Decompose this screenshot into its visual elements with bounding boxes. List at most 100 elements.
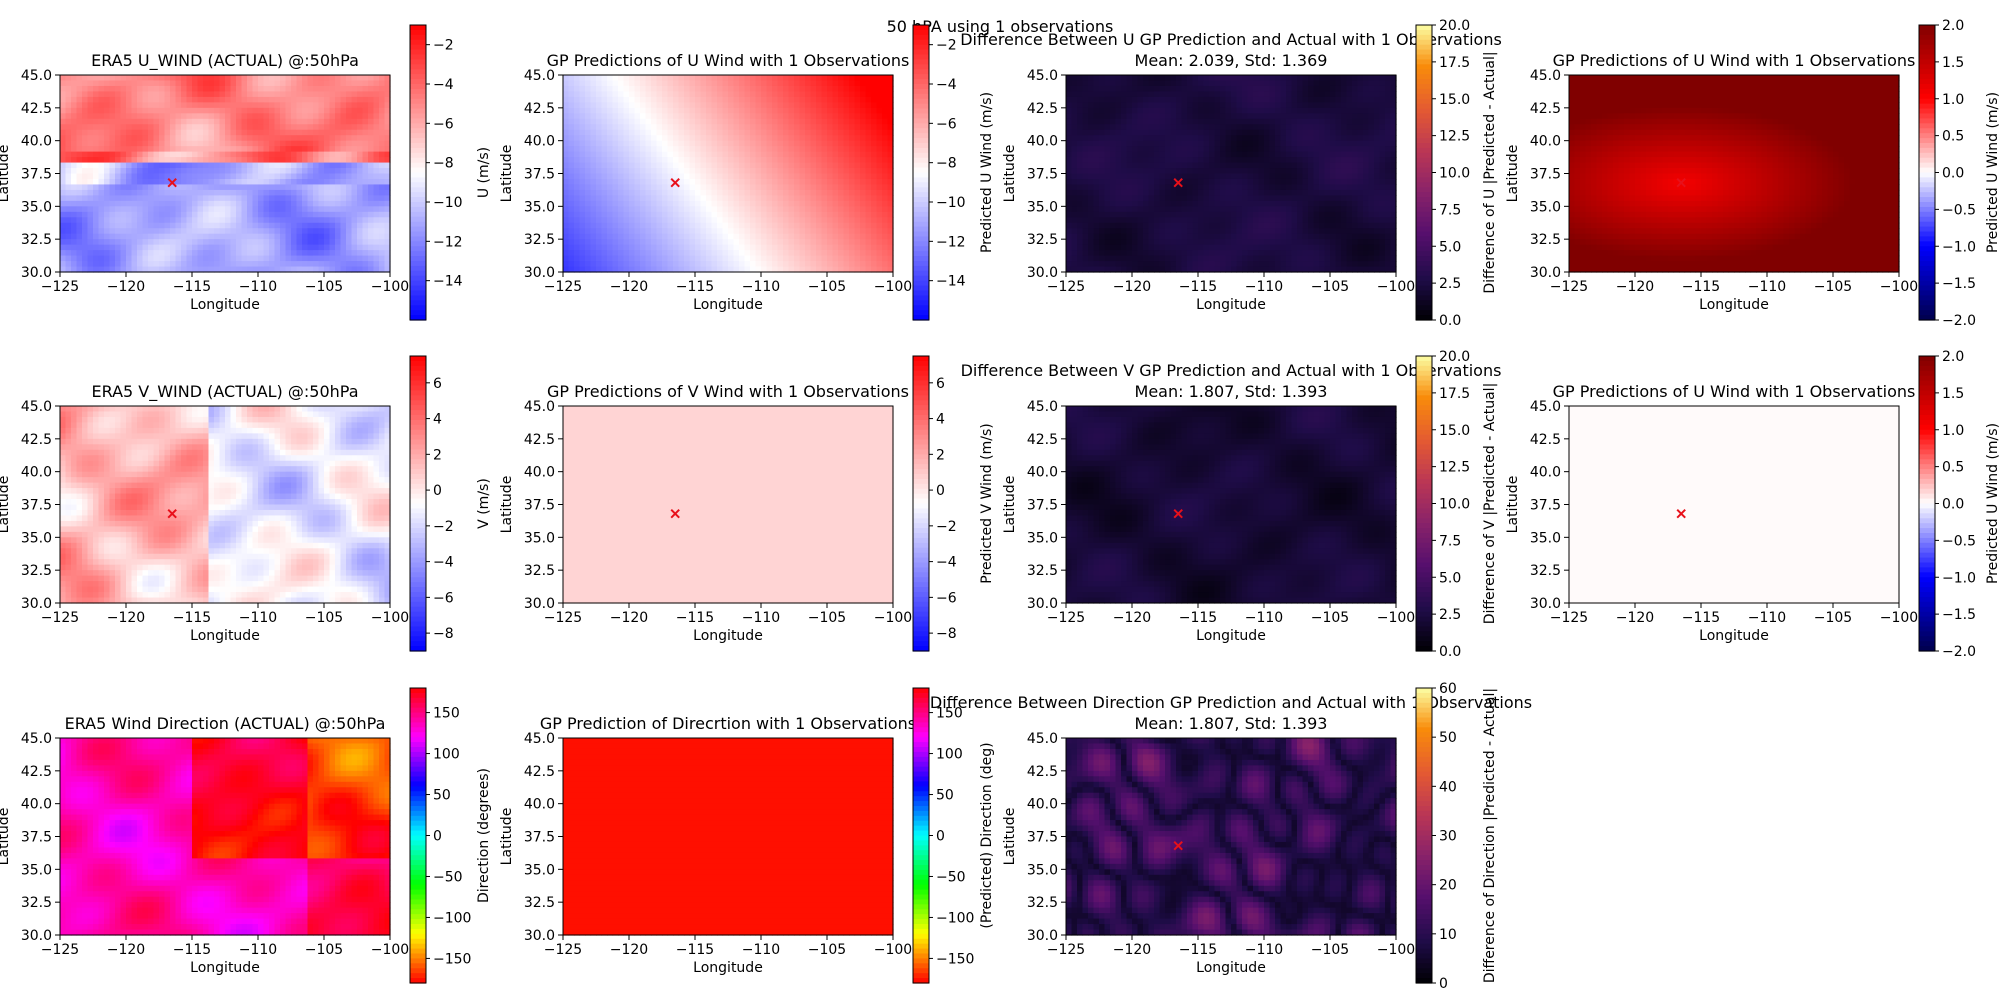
heatmap-cell bbox=[882, 75, 889, 82]
heatmap-cell bbox=[574, 113, 581, 120]
heatmap-cell bbox=[170, 107, 177, 114]
heatmap-cell bbox=[838, 228, 845, 235]
heatmap-cell bbox=[799, 184, 806, 191]
heatmap-cell bbox=[1099, 266, 1106, 273]
heatmap-cell bbox=[120, 266, 127, 273]
heatmap-cell bbox=[159, 195, 166, 202]
heatmap-cell bbox=[203, 206, 210, 213]
heatmap-cell bbox=[285, 157, 292, 164]
heatmap-cell bbox=[247, 239, 254, 246]
heatmap-cell bbox=[241, 266, 248, 273]
heatmap-cell bbox=[159, 75, 166, 82]
heatmap-cell bbox=[1132, 107, 1139, 114]
heatmap-cell bbox=[65, 211, 72, 218]
heatmap-cell bbox=[186, 189, 193, 196]
heatmap-cell bbox=[115, 118, 122, 125]
heatmap-cell bbox=[865, 129, 872, 136]
heatmap-cell bbox=[120, 217, 127, 224]
heatmap-cell bbox=[838, 211, 845, 218]
heatmap-cell bbox=[662, 195, 669, 202]
heatmap-cell bbox=[230, 113, 237, 120]
heatmap-cell bbox=[585, 157, 592, 164]
colorbar-segment bbox=[410, 305, 426, 311]
heatmap-cell bbox=[733, 80, 740, 87]
heatmap-cell bbox=[181, 113, 188, 120]
heatmap-cell bbox=[247, 80, 254, 87]
heatmap-cell bbox=[876, 124, 883, 131]
heatmap-cell bbox=[1110, 129, 1117, 136]
heatmap-cell bbox=[115, 124, 122, 131]
heatmap-cell bbox=[1088, 266, 1095, 273]
heatmap-cell bbox=[810, 184, 817, 191]
heatmap-cell bbox=[629, 129, 636, 136]
heatmap-cell bbox=[871, 107, 878, 114]
heatmap-cell bbox=[368, 168, 375, 175]
heatmap-cell bbox=[313, 244, 320, 251]
heatmap-cell bbox=[318, 80, 325, 87]
heatmap-cell bbox=[739, 168, 746, 175]
heatmap-cell bbox=[346, 107, 353, 114]
heatmap-cell bbox=[788, 195, 795, 202]
heatmap-cell bbox=[104, 151, 111, 158]
heatmap-cell bbox=[384, 178, 391, 186]
heatmap-cell bbox=[579, 75, 586, 82]
heatmap-cell bbox=[285, 168, 292, 175]
heatmap-cell bbox=[854, 168, 861, 175]
heatmap-cell bbox=[601, 140, 608, 147]
heatmap-cell bbox=[794, 211, 801, 218]
heatmap-cell bbox=[131, 124, 138, 131]
heatmap-cell bbox=[269, 211, 276, 218]
heatmap-cell bbox=[689, 118, 696, 125]
heatmap-cell bbox=[821, 118, 828, 125]
heatmap-cell bbox=[203, 222, 210, 229]
heatmap-cell bbox=[335, 102, 342, 109]
heatmap-cell bbox=[324, 146, 331, 153]
y-axis-label: Latitude bbox=[0, 145, 12, 203]
heatmap-cell bbox=[673, 184, 680, 191]
heatmap-cell bbox=[362, 157, 369, 164]
heatmap-cell bbox=[711, 75, 718, 82]
heatmap-cell bbox=[590, 189, 597, 196]
heatmap-cell bbox=[373, 239, 380, 246]
heatmap-cell bbox=[252, 222, 259, 229]
heatmap-cell bbox=[115, 178, 122, 186]
heatmap-cell bbox=[76, 206, 83, 213]
heatmap-cell bbox=[153, 250, 160, 257]
heatmap-cell bbox=[1115, 80, 1122, 87]
heatmap-cell bbox=[324, 250, 331, 257]
heatmap-cell bbox=[379, 146, 386, 153]
heatmap-cell bbox=[579, 80, 586, 87]
heatmap-cell bbox=[65, 200, 72, 207]
heatmap-cell bbox=[728, 173, 735, 180]
heatmap-cell bbox=[887, 195, 894, 202]
heatmap-cell bbox=[838, 75, 845, 82]
heatmap-cell bbox=[1071, 250, 1078, 257]
heatmap-cell bbox=[810, 113, 817, 120]
heatmap-cell bbox=[153, 222, 160, 229]
heatmap-cell bbox=[755, 222, 762, 229]
colorbar-segment bbox=[410, 128, 426, 134]
heatmap-cell bbox=[645, 261, 652, 268]
heatmap-cell bbox=[252, 250, 259, 257]
heatmap-cell bbox=[634, 189, 641, 196]
heatmap-cell bbox=[324, 75, 331, 82]
heatmap-cell bbox=[810, 266, 817, 273]
heatmap-cell bbox=[335, 113, 342, 120]
heatmap-cell bbox=[865, 102, 872, 109]
heatmap-cell bbox=[568, 102, 575, 109]
heatmap-cell bbox=[225, 200, 232, 207]
heatmap-cell bbox=[568, 261, 575, 268]
heatmap-cell bbox=[612, 244, 619, 251]
heatmap-cell bbox=[673, 200, 680, 207]
heatmap-cell bbox=[590, 233, 597, 240]
heatmap-cell bbox=[170, 124, 177, 131]
heatmap-cell bbox=[678, 200, 685, 207]
heatmap-cell bbox=[629, 75, 636, 82]
heatmap-cell bbox=[98, 129, 105, 136]
heatmap-cell bbox=[865, 173, 872, 180]
heatmap-cell bbox=[865, 162, 872, 169]
heatmap-cell bbox=[346, 118, 353, 125]
heatmap-cell bbox=[329, 168, 336, 175]
heatmap-cell bbox=[247, 91, 254, 98]
heatmap-cell bbox=[695, 173, 702, 180]
